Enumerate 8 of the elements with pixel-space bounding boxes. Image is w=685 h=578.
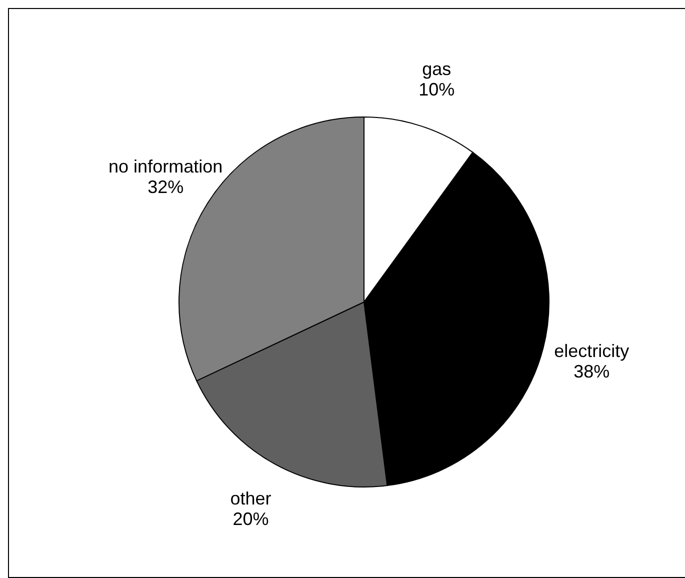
slice-label: electricity [554,340,630,361]
data-label: 10% [418,80,455,100]
slice-label: no information [108,156,223,176]
data-label: 32% [148,177,184,198]
slice-label: other [230,488,272,508]
data-label: 38% [574,362,610,382]
data-label: 20% [232,509,269,530]
slice-label: gas [422,58,452,79]
